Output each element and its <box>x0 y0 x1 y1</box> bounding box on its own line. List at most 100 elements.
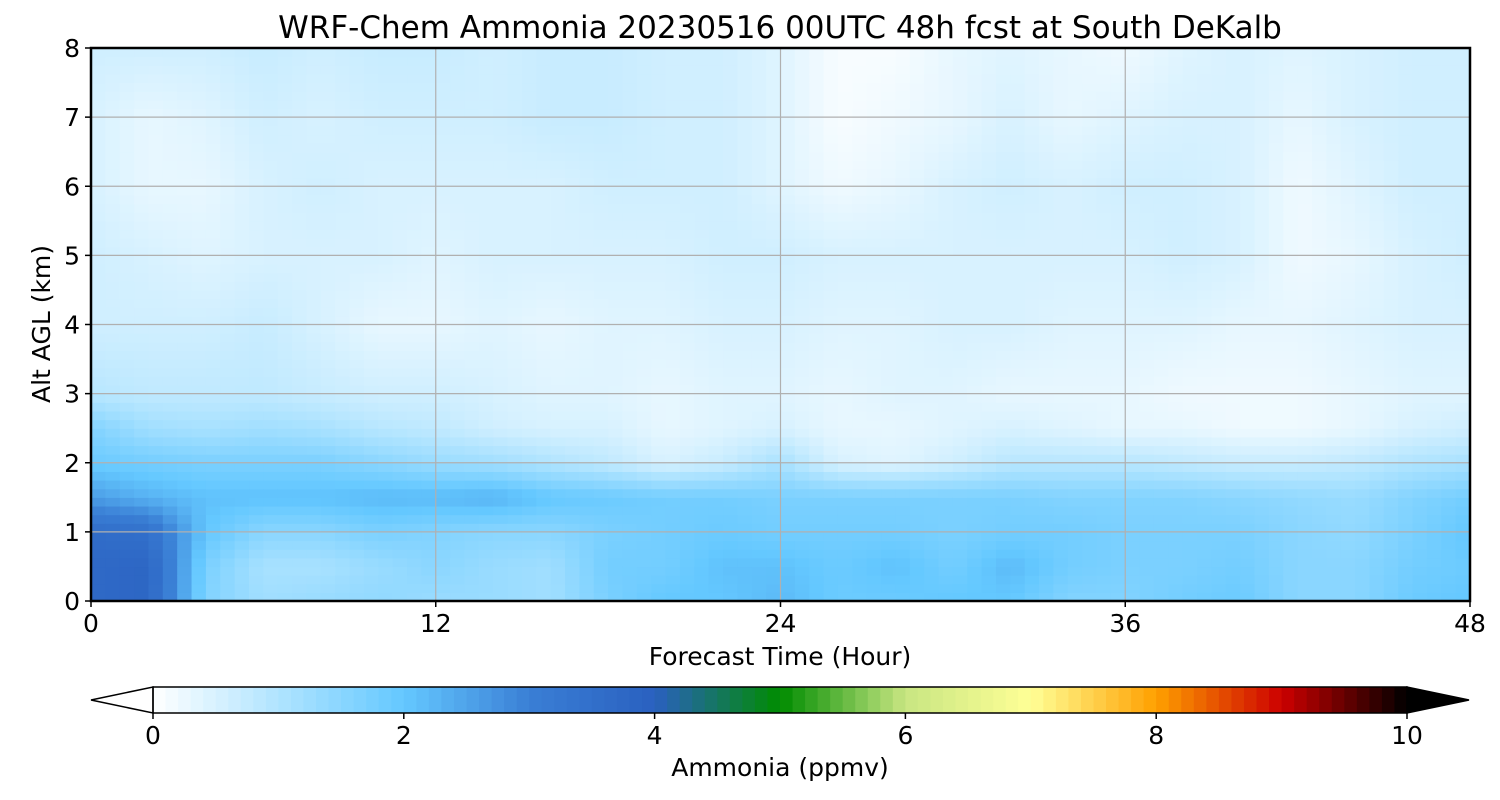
contour-cell <box>952 566 968 576</box>
contour-cell <box>1082 194 1098 205</box>
contour-cell <box>521 151 537 161</box>
contour-cell <box>134 82 150 92</box>
contour-cell <box>651 246 667 256</box>
contour-cell <box>938 402 954 412</box>
contour-cell <box>320 82 336 92</box>
contour-cell <box>1010 246 1026 256</box>
contour-cell <box>952 168 968 179</box>
contour-cell <box>1039 246 1055 256</box>
contour-cell <box>521 177 537 187</box>
contour-cell <box>708 117 724 127</box>
contour-cell <box>823 566 839 576</box>
contour-cell <box>636 272 652 282</box>
contour-cell <box>536 462 552 472</box>
contour-cell <box>895 531 911 542</box>
contour-cell <box>191 272 207 282</box>
contour-cell <box>191 592 207 601</box>
contour-cell <box>493 505 509 516</box>
contour-cell <box>1096 376 1112 386</box>
contour-cell <box>105 445 121 455</box>
contour-cell <box>292 108 308 118</box>
contour-cell <box>320 523 336 533</box>
contour-cell <box>1182 436 1198 447</box>
contour-cell <box>392 212 408 222</box>
contour-cell <box>493 177 509 187</box>
contour-cell <box>1024 592 1040 601</box>
contour-cell <box>306 264 322 274</box>
contour-cell <box>881 324 897 334</box>
contour-cell <box>1067 194 1083 205</box>
contour-cell <box>766 238 782 248</box>
contour-cell <box>924 445 940 455</box>
contour-cell <box>1110 143 1126 153</box>
contour-cell <box>881 108 897 118</box>
contour-cell <box>909 229 925 239</box>
contour-cell <box>852 445 868 455</box>
contour-cell <box>823 350 839 360</box>
contour-cell <box>1125 549 1141 559</box>
contour-cell <box>679 575 695 585</box>
contour-cell <box>665 281 681 291</box>
contour-cell <box>407 454 422 464</box>
contour-cell <box>263 160 279 170</box>
contour-cell <box>536 117 552 127</box>
contour-cell <box>881 592 897 601</box>
contour-cell <box>191 125 207 136</box>
contour-cell <box>679 212 695 222</box>
contour-cell <box>521 402 537 412</box>
contour-cell <box>866 445 882 455</box>
contour-cell <box>593 410 609 421</box>
contour-cell <box>1182 272 1198 282</box>
contour-cell <box>349 419 365 429</box>
contour-cell <box>550 505 566 516</box>
contour-cell <box>737 445 753 455</box>
contour-cell <box>392 333 408 343</box>
contour-cell <box>507 540 523 550</box>
contour-cell <box>119 523 135 533</box>
contour-cell <box>421 471 437 481</box>
contour-cell <box>1010 151 1026 161</box>
contour-cell <box>1096 497 1112 507</box>
contour-cell <box>205 238 221 248</box>
contour-cell <box>1110 592 1126 601</box>
contour-cell <box>909 289 925 300</box>
contour-cell <box>751 212 767 222</box>
contour-cell <box>220 65 236 75</box>
contour-cell <box>608 480 624 490</box>
contour-cell <box>249 531 264 542</box>
contour-cell <box>593 575 609 585</box>
contour-cell <box>924 203 940 213</box>
contour-cell <box>622 298 638 308</box>
contour-cell <box>565 117 580 127</box>
contour-cell <box>91 497 106 507</box>
contour-cell <box>952 410 968 421</box>
contour-cell <box>766 255 782 265</box>
contour-cell <box>191 575 207 585</box>
contour-cell <box>665 65 681 75</box>
contour-cell <box>895 497 911 507</box>
contour-cell <box>1110 402 1126 412</box>
contour-cell <box>1053 531 1069 542</box>
contour-cell <box>981 73 997 84</box>
contour-cell <box>1197 445 1213 455</box>
contour-cell <box>435 220 451 231</box>
contour-cell <box>435 168 451 179</box>
contour-cell <box>636 125 652 136</box>
contour-cell <box>162 540 178 550</box>
contour-cell <box>349 566 365 576</box>
contour-cell <box>105 255 121 265</box>
contour-cell <box>679 160 695 170</box>
contour-cell <box>593 203 609 213</box>
contour-cell <box>493 56 509 66</box>
contour-cell <box>679 117 695 127</box>
contour-cell <box>751 315 767 326</box>
contour-cell <box>1110 436 1126 447</box>
contour-cell <box>679 194 695 205</box>
contour-cell <box>593 177 609 187</box>
contour-cell <box>306 575 322 585</box>
contour-cell <box>967 246 983 256</box>
contour-cell <box>162 376 178 386</box>
contour-cell <box>550 454 566 464</box>
contour-cell <box>91 91 106 101</box>
contour-cell <box>766 436 782 447</box>
